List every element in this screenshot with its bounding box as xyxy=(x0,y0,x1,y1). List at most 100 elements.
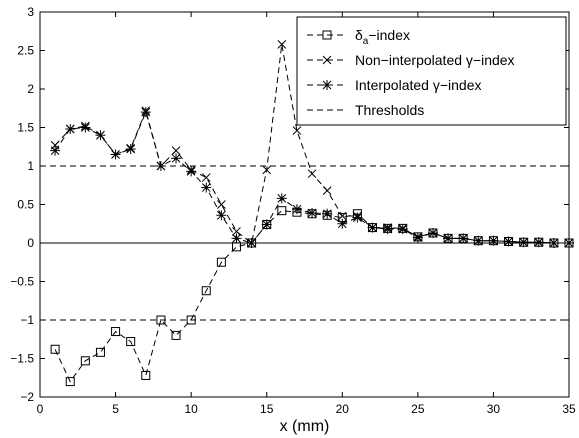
legend-box xyxy=(296,16,567,126)
x-tick-label: 35 xyxy=(562,402,576,416)
star-marker xyxy=(503,236,514,247)
square-marker xyxy=(277,206,287,216)
x-tick-label: 0 xyxy=(37,402,44,416)
star-marker xyxy=(352,212,363,223)
star-marker xyxy=(201,182,212,193)
star-marker xyxy=(458,233,469,244)
x-tick-label: 20 xyxy=(336,402,350,416)
star-marker xyxy=(337,218,348,229)
legend-label: Interpolated γ−index xyxy=(355,77,481,93)
x-marker xyxy=(322,186,332,195)
y-tick-label: 1.5 xyxy=(17,121,34,135)
legend: δa−index Non−interpolated γ−index Interpol… xyxy=(296,16,567,126)
star-marker xyxy=(95,130,106,141)
ticks-layer: 0 5 10 15 20 25 30 35 −2 −1.5 −1 −0.5 0 0.5 1 1.5 2 2.5 3 xyxy=(10,5,576,416)
x-marker-stroke xyxy=(322,186,332,195)
square-marker xyxy=(156,315,166,325)
star-marker xyxy=(171,153,182,164)
star-marker xyxy=(322,80,332,90)
y-tick-label: 0.5 xyxy=(17,198,34,212)
legend-entry-3: Interpolated γ−index xyxy=(307,77,481,93)
x-marker-stroke xyxy=(201,173,211,182)
legend-label: Thresholds xyxy=(355,102,424,118)
star-marker xyxy=(80,122,91,133)
y-tick-label: −2 xyxy=(20,390,34,404)
star-marker xyxy=(397,224,408,235)
star-marker xyxy=(140,107,151,118)
star-marker xyxy=(322,208,333,219)
x-tick-label: 10 xyxy=(184,402,198,416)
square-marker xyxy=(201,286,211,296)
square-marker xyxy=(216,257,226,267)
series-3 xyxy=(50,107,574,248)
square-marker xyxy=(50,344,60,354)
star-marker xyxy=(186,166,197,177)
y-tick-label: −1.5 xyxy=(10,352,34,366)
square-marker xyxy=(322,30,332,40)
x-marker-stroke xyxy=(277,39,287,49)
legend-entry-4: Thresholds xyxy=(307,102,424,118)
star-marker xyxy=(291,204,302,215)
x-marker-stroke xyxy=(337,211,347,221)
star-marker xyxy=(427,227,438,238)
plot-layer xyxy=(40,39,574,387)
star-marker xyxy=(488,235,499,246)
x-marker xyxy=(322,55,332,65)
star-marker xyxy=(533,237,544,248)
square-marker xyxy=(141,370,151,380)
y-tick-label: −1 xyxy=(20,313,34,327)
x-axis-title: x (mm) xyxy=(280,418,330,435)
square-marker xyxy=(65,377,75,387)
legend-items: δa−index Non−interpolated γ−index Interpol… xyxy=(307,27,515,118)
x-marker xyxy=(262,165,272,175)
x-marker-stroke xyxy=(322,55,332,65)
x-marker xyxy=(171,146,181,155)
square-marker xyxy=(80,356,90,366)
x-marker-stroke xyxy=(307,169,317,179)
y-tick-label: 0 xyxy=(27,236,34,250)
x-marker-stroke xyxy=(217,200,226,209)
star-marker xyxy=(231,233,242,244)
x-marker xyxy=(292,126,302,135)
legend-label-main: δ xyxy=(355,27,363,43)
star-marker xyxy=(518,237,529,248)
x-tick-label: 30 xyxy=(487,402,501,416)
legend-entry-1: δa−index xyxy=(307,27,410,47)
y-tick-label: 1 xyxy=(27,159,34,173)
star-marker xyxy=(548,238,559,248)
y-tick-label: 3 xyxy=(27,5,34,19)
square-marker xyxy=(95,347,105,357)
star-marker xyxy=(50,145,61,156)
star-marker xyxy=(443,233,454,244)
star-marker xyxy=(382,224,393,235)
x-marker-stroke xyxy=(292,126,302,135)
x-tick-label: 5 xyxy=(112,402,119,416)
x-marker-stroke xyxy=(171,146,181,155)
y-tick-label: 2.5 xyxy=(17,44,34,58)
legend-label-sub: a xyxy=(363,36,369,47)
series-line xyxy=(54,110,569,244)
x-marker xyxy=(217,200,226,209)
star-marker xyxy=(216,210,227,221)
x-marker-stroke xyxy=(262,165,272,175)
legend-label: Non−interpolated γ−index xyxy=(355,52,515,68)
x-tick-label: 15 xyxy=(260,402,274,416)
square-marker xyxy=(171,330,181,340)
star-marker xyxy=(367,222,378,233)
x-marker-stroke xyxy=(232,227,241,236)
star-marker xyxy=(65,124,76,135)
star-marker xyxy=(246,238,257,248)
legend-label: δa−index xyxy=(355,27,410,47)
star-marker xyxy=(412,232,423,243)
legend-label-rest: −index xyxy=(368,27,410,43)
x-marker xyxy=(201,173,211,182)
star-marker xyxy=(110,149,121,160)
legend-entry-2: Non−interpolated γ−index xyxy=(307,52,515,68)
square-marker xyxy=(111,327,121,337)
y-tick-label: −0.5 xyxy=(10,275,34,289)
star-marker xyxy=(125,144,136,155)
star-marker xyxy=(473,235,484,246)
star-marker xyxy=(307,207,318,218)
star-marker xyxy=(155,161,166,171)
